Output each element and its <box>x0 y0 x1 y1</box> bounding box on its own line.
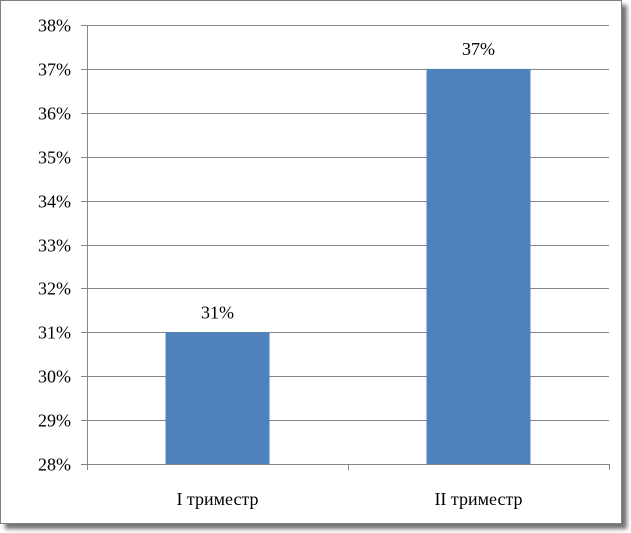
y-tick-label: 30% <box>38 367 71 387</box>
x-tick-label: I триместр <box>176 489 258 509</box>
y-tick-label: 38% <box>38 16 71 36</box>
y-tick-label: 35% <box>38 148 71 168</box>
data-label: 37% <box>462 39 495 59</box>
bar <box>426 68 531 465</box>
y-tick-label: 31% <box>38 323 71 343</box>
axes <box>81 25 610 470</box>
y-tick-label: 34% <box>38 192 71 212</box>
data-label: 31% <box>201 302 234 322</box>
y-tick-label: 28% <box>38 455 71 475</box>
y-tick-label: 29% <box>38 411 71 431</box>
y-tick-label: 36% <box>38 104 71 124</box>
bars <box>165 68 531 465</box>
y-tick-label: 32% <box>38 279 71 299</box>
y-tick-label: 37% <box>38 60 71 80</box>
y-tick-label: 33% <box>38 236 71 256</box>
labels: 28% 29% 30% 31% 32% 33% 34% 35% 36% 37% 38% 31% I тр… <box>38 16 523 510</box>
gridlines <box>87 25 609 465</box>
bar <box>165 332 270 464</box>
chart-frame: 28% 29% 30% 31% 32% 33% 34% 35% 36% 37% 38% 31% I тр… <box>0 0 622 524</box>
x-tick-label: II триместр <box>434 489 522 509</box>
